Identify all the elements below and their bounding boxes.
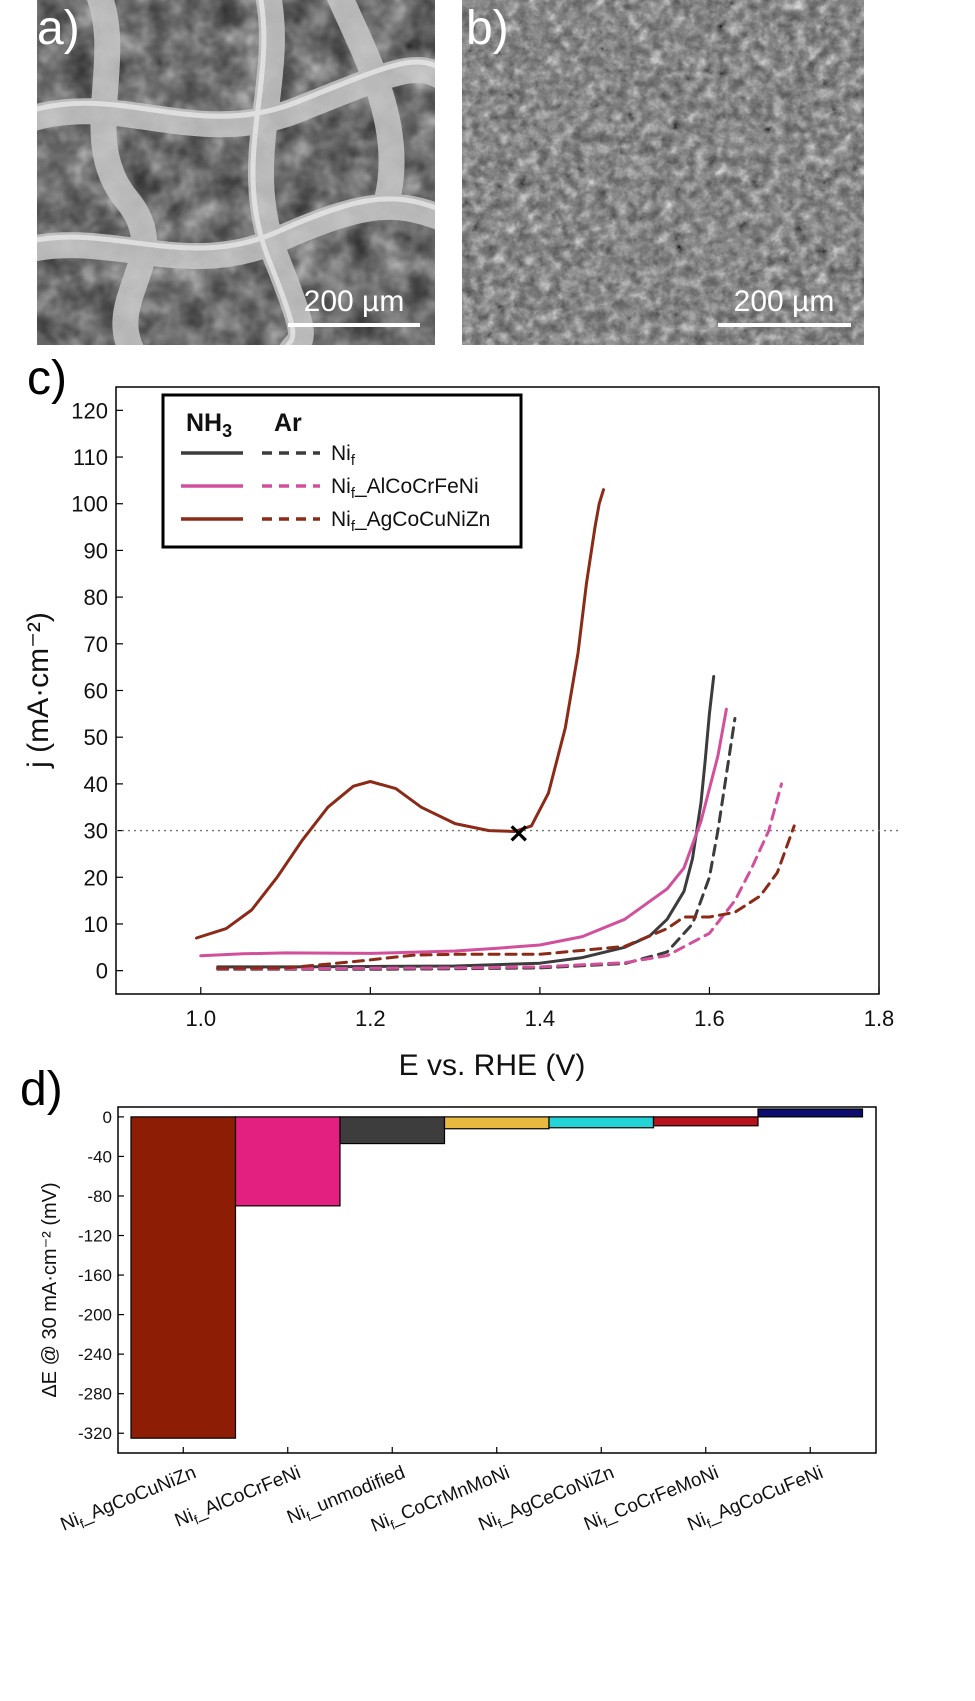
y-tick-label: 60	[84, 679, 108, 704]
series-line-nif-nh3	[216, 675, 716, 969]
y-tick-label: 120	[71, 398, 108, 423]
panel-a-letter: a)	[37, 2, 80, 55]
y-tick-label: 20	[84, 865, 108, 890]
sem-image-a-texture	[37, 0, 435, 345]
y-tick-label: 0	[96, 959, 108, 984]
chart-c-xlabel: E vs. RHE (V)	[399, 1049, 586, 1082]
y-tick-label: 10	[84, 912, 108, 937]
y-tick-label: 100	[71, 492, 108, 517]
bar-nif-agceconizn	[548, 1116, 655, 1129]
panel-c-letter: c)	[27, 352, 67, 405]
bar-nif-agcocufeni	[757, 1108, 864, 1118]
y-tick-label: 110	[73, 445, 108, 470]
scale-bar-a-label: 200 µm	[304, 285, 405, 318]
legend-label: Nif	[331, 442, 356, 469]
series-line-nif-agcocunizn-ar	[216, 824, 796, 970]
y-tick-label: -80	[87, 1187, 112, 1206]
legend-label: Nif_AlCoCrFeNi	[331, 475, 479, 502]
y-tick-label: -160	[78, 1266, 112, 1285]
y-tick-label: 40	[84, 772, 108, 797]
chart-c-series	[195, 488, 796, 971]
bar-nif-cocrfemoni	[652, 1116, 759, 1127]
chart-d: 0 -40 -80 -120 -160 -200 -240 -280 -320 Nif_AgCo…	[39, 1106, 877, 1537]
x-tick-label: 1.4	[525, 1006, 556, 1031]
bar-nif-cocrmnmoni	[443, 1116, 550, 1130]
chart-d-ylabel: ΔE @ 30 mA·cm⁻² (mV)	[39, 1182, 61, 1397]
chart-c-ylabel: j (mA·cm⁻²)	[22, 612, 55, 769]
series-line-nif-alcocrfeni-nh3	[199, 707, 728, 958]
crossing-marker: ×	[507, 816, 530, 849]
sem-image-a	[37, 0, 435, 345]
legend-label: Nif_AgCoCuNiZn	[331, 508, 490, 535]
series-line-nif-agcocunizn-nh3	[195, 488, 605, 940]
chart-c-x-ticks: 1.0 1.2 1.4 1.6 1.8	[185, 987, 894, 1031]
x-tick-label: 1.2	[355, 1006, 386, 1031]
panel-d-letter: d)	[20, 1063, 63, 1116]
bar-nif-unmodified	[339, 1116, 446, 1145]
y-tick-label: -120	[78, 1227, 112, 1246]
y-tick-label: 50	[84, 725, 108, 750]
y-tick-label: -200	[78, 1306, 112, 1325]
chart-d-x-labels: Nif_AgCoCuNiZnNif_AlCoCrFeNiNif_unmodifi…	[58, 1447, 826, 1537]
y-tick-label: 90	[84, 538, 108, 563]
legend-rows: Nif Nif_AlCoCrFeNi Nif_AgCoCuNiZn	[181, 442, 490, 535]
y-tick-label: 70	[84, 632, 108, 657]
chart-c-y-ticks: 0 10 20 30 40 50 60 70 80 90 100 110 120	[71, 398, 123, 984]
x-tick-label: 1.6	[694, 1006, 725, 1031]
scale-bar-b-label: 200 µm	[734, 285, 835, 318]
x-tick-label: 1.8	[864, 1006, 895, 1031]
legend-header-ar: Ar	[274, 409, 302, 437]
y-tick-label: 0	[103, 1108, 112, 1127]
sem-image-b-texture	[462, 0, 864, 345]
y-tick-label: -240	[78, 1345, 112, 1364]
y-tick-label: -280	[78, 1385, 112, 1404]
y-tick-label: -40	[87, 1147, 112, 1166]
panel-b-letter: b)	[466, 2, 509, 55]
chart-c-marker: ×	[507, 816, 530, 849]
bar-nif-agcocunizn	[130, 1116, 237, 1439]
legend-box	[161, 393, 523, 549]
series-line-nif-alcocrfeni-ar	[216, 782, 783, 971]
chart-d-bars	[130, 1108, 864, 1439]
y-tick-label: 30	[84, 819, 108, 844]
y-tick-label: 80	[84, 585, 108, 610]
sem-image-b	[462, 0, 864, 345]
chart-d-y-ticks: 0 -40 -80 -120 -160 -200 -240 -280 -320	[78, 1108, 124, 1443]
y-tick-label: -320	[78, 1424, 112, 1443]
bar-nif-alcocrfeni	[234, 1116, 341, 1207]
x-tick-label: 1.0	[185, 1006, 216, 1031]
